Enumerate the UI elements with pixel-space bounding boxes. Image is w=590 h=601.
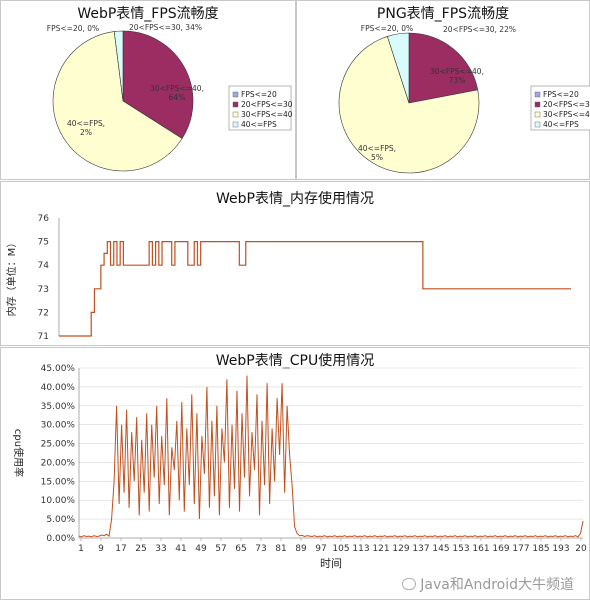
x-tick-label: 1 [78, 544, 84, 554]
legend-box [530, 85, 590, 131]
y-tick-label: 72 [38, 308, 49, 318]
y-tick-label: 71 [38, 332, 49, 342]
webp-fps-pie-panel: WebP表情_FPS流畅度 FPS<=20, 0% 20<FPS<=30, 34%… [0, 0, 296, 180]
y-tick-label: 73 [38, 285, 49, 295]
webp-fps-title: WebP表情_FPS流畅度 [77, 6, 219, 22]
webp-cpu-line-chart: 0.00% 5.00% 10.00% 15.00% 20.00% 25.00% 30.00%… [12, 364, 587, 570]
pie-data-label: 40<=FPS, 2% [67, 119, 105, 137]
y-axis-title: 内存（单位：M） [5, 238, 18, 317]
x-tick-label: 113 [352, 544, 369, 554]
x-tick-label: 65 [235, 544, 246, 554]
x-tick-label: 145 [432, 544, 449, 554]
y-tick-label: 35.00% [41, 402, 76, 412]
pie-data-label: 30<FPS<=40, 64% [150, 84, 204, 102]
legend-swatch [534, 111, 541, 118]
x-tick-label: 137 [412, 544, 429, 554]
x-tick-label: 97 [315, 544, 326, 554]
legend-entry: 40<=FPS [543, 120, 579, 129]
legend-entry: 30<FPS<=40 [241, 110, 293, 119]
legend-swatch [232, 121, 239, 128]
webp-cpu-panel: WebP表情_CPU使用情况 0.00% 5.00% 10.00% 15.00% 20.… [0, 347, 590, 600]
x-tick-label: 33 [155, 544, 166, 554]
png-fps-pie-panel: PNG表情_FPS流畅度 FPS<=20, 0% 20<FPS<=30, 22% 3… [296, 0, 590, 180]
y-tick-label: 5.00% [46, 515, 75, 525]
y-tick-label: 15.00% [41, 477, 76, 487]
legend-entry: FPS<=20 [543, 90, 579, 99]
webp-memory-panel: WebP表情_内存使用情况 71 72 73 74 75 76 内存（单位：M） [0, 181, 590, 346]
png-fps-title: PNG表情_FPS流畅度 [376, 6, 510, 22]
legend-swatch [232, 91, 239, 98]
legend-entry: 40<=FPS [241, 120, 277, 129]
x-tick-label: 20 [575, 544, 587, 554]
pie-slice-2 [122, 30, 194, 139]
y-tick-label: 20.00% [41, 458, 76, 468]
y-tick-label: 30.00% [41, 421, 76, 431]
pie-slice-2 [408, 32, 479, 104]
pie-data-label: 30<FPS<=40, 73% [430, 67, 484, 85]
x-tick-label: 193 [552, 544, 569, 554]
png-fps-pie-chart: FPS<=20, 0% 20<FPS<=30, 22% 30<FPS<=40, 73%… [338, 24, 590, 174]
pie-data-label: 40<=FPS, 5% [358, 144, 396, 162]
webp-memory-title: WebP表情_内存使用情况 [216, 191, 374, 207]
x-tick-label: 129 [392, 544, 409, 554]
watermark-text: Java和Android大牛频道 [420, 577, 574, 593]
legend-swatch [232, 101, 239, 108]
pie-slice-4 [113, 30, 124, 102]
legend-entry: FPS<=20 [241, 90, 277, 99]
x-tick-label: 177 [512, 544, 529, 554]
pie-data-label: FPS<=20, 0% [47, 24, 99, 33]
pie-slice-3 [338, 36, 480, 174]
cpu-series-line [78, 375, 584, 538]
x-tick-label: 169 [492, 544, 509, 554]
x-tick-label: 185 [532, 544, 549, 554]
x-tick-label: 57 [215, 544, 226, 554]
y-tick-label: 45.00% [41, 364, 76, 374]
x-tick-label: 49 [195, 544, 207, 554]
legend-swatch [534, 91, 541, 98]
x-axis-title: 时间 [320, 557, 342, 570]
legend-entry: 30<FPS<=40 [543, 110, 590, 119]
memory-series-line [59, 241, 571, 337]
pie-slice-4 [386, 32, 410, 104]
y-axis-title: cpu使用率 [12, 429, 25, 477]
y-tick-label: 75 [38, 238, 49, 248]
webp-fps-pie-chart: FPS<=20, 0% 20<FPS<=30, 34% 30<FPS<=40, 64%… [47, 23, 293, 172]
legend-swatch [534, 121, 541, 128]
x-tick-label: 105 [332, 544, 349, 554]
y-tick-label: 10.00% [41, 496, 76, 506]
x-tick-label: 9 [98, 544, 104, 554]
x-tick-label: 25 [135, 544, 146, 554]
legend-entry: 20<FPS<=30 [543, 100, 590, 109]
legend-box [228, 85, 292, 131]
legend-entry: 20<FPS<=30 [241, 100, 293, 109]
x-tick-label: 17 [115, 544, 126, 554]
y-tick-label: 40.00% [41, 383, 76, 393]
watermark: Java和Android大牛频道 [400, 574, 576, 594]
y-tick-label: 74 [38, 261, 50, 271]
webp-cpu-title: WebP表情_CPU使用情况 [215, 353, 375, 369]
legend-swatch [232, 111, 239, 118]
y-tick-label: 76 [38, 214, 50, 224]
x-tick-label: 81 [275, 544, 286, 554]
x-tick-label: 121 [372, 544, 389, 554]
pie-data-label: 20<FPS<=30, 34% [129, 23, 202, 32]
webp-memory-line-chart: 71 72 73 74 75 76 内存（单位：M） [5, 214, 571, 342]
legend-swatch [534, 101, 541, 108]
wechat-icon [402, 578, 417, 590]
pie-data-label: FPS<=20, 0% [361, 24, 413, 33]
pie-data-label: 20<FPS<=30, 22% [443, 25, 516, 34]
x-tick-label: 89 [295, 544, 307, 554]
y-tick-label: 0.00% [46, 534, 75, 544]
pie-slice-3 [52, 31, 183, 172]
x-tick-label: 41 [175, 544, 186, 554]
x-tick-label: 153 [452, 544, 469, 554]
y-tick-label: 25.00% [41, 440, 76, 450]
x-tick-label: 73 [255, 544, 266, 554]
x-tick-label: 161 [472, 544, 489, 554]
